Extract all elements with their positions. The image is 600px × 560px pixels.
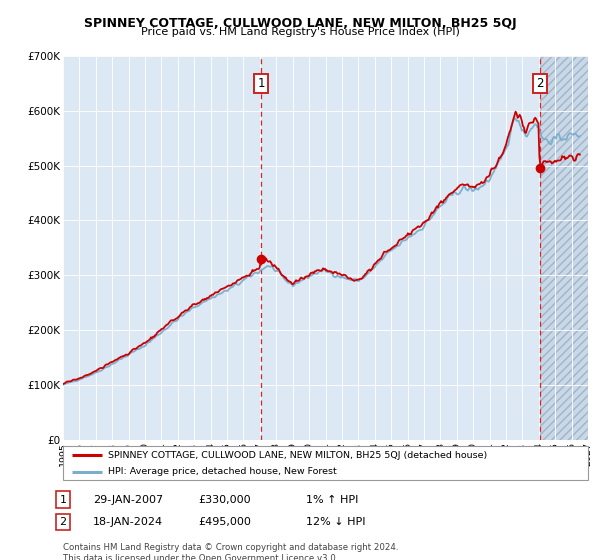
Text: £330,000: £330,000 <box>198 494 251 505</box>
Text: SPINNEY COTTAGE, CULLWOOD LANE, NEW MILTON, BH25 5QJ (detached house): SPINNEY COTTAGE, CULLWOOD LANE, NEW MILT… <box>107 451 487 460</box>
Text: 1: 1 <box>257 77 265 90</box>
Text: £495,000: £495,000 <box>198 517 251 527</box>
Text: Price paid vs. HM Land Registry's House Price Index (HPI): Price paid vs. HM Land Registry's House … <box>140 27 460 37</box>
Text: 12% ↓ HPI: 12% ↓ HPI <box>306 517 365 527</box>
Bar <box>539 56 600 440</box>
Text: Contains HM Land Registry data © Crown copyright and database right 2024.
This d: Contains HM Land Registry data © Crown c… <box>63 543 398 560</box>
Text: SPINNEY COTTAGE, CULLWOOD LANE, NEW MILTON, BH25 5QJ: SPINNEY COTTAGE, CULLWOOD LANE, NEW MILT… <box>83 17 517 30</box>
Text: 29-JAN-2007: 29-JAN-2007 <box>93 494 163 505</box>
Bar <box>539 56 600 440</box>
Text: 18-JAN-2024: 18-JAN-2024 <box>93 517 163 527</box>
Text: HPI: Average price, detached house, New Forest: HPI: Average price, detached house, New … <box>107 467 337 477</box>
Text: 1% ↑ HPI: 1% ↑ HPI <box>306 494 358 505</box>
Text: 2: 2 <box>59 517 67 527</box>
Text: 1: 1 <box>59 494 67 505</box>
Text: 2: 2 <box>536 77 544 90</box>
